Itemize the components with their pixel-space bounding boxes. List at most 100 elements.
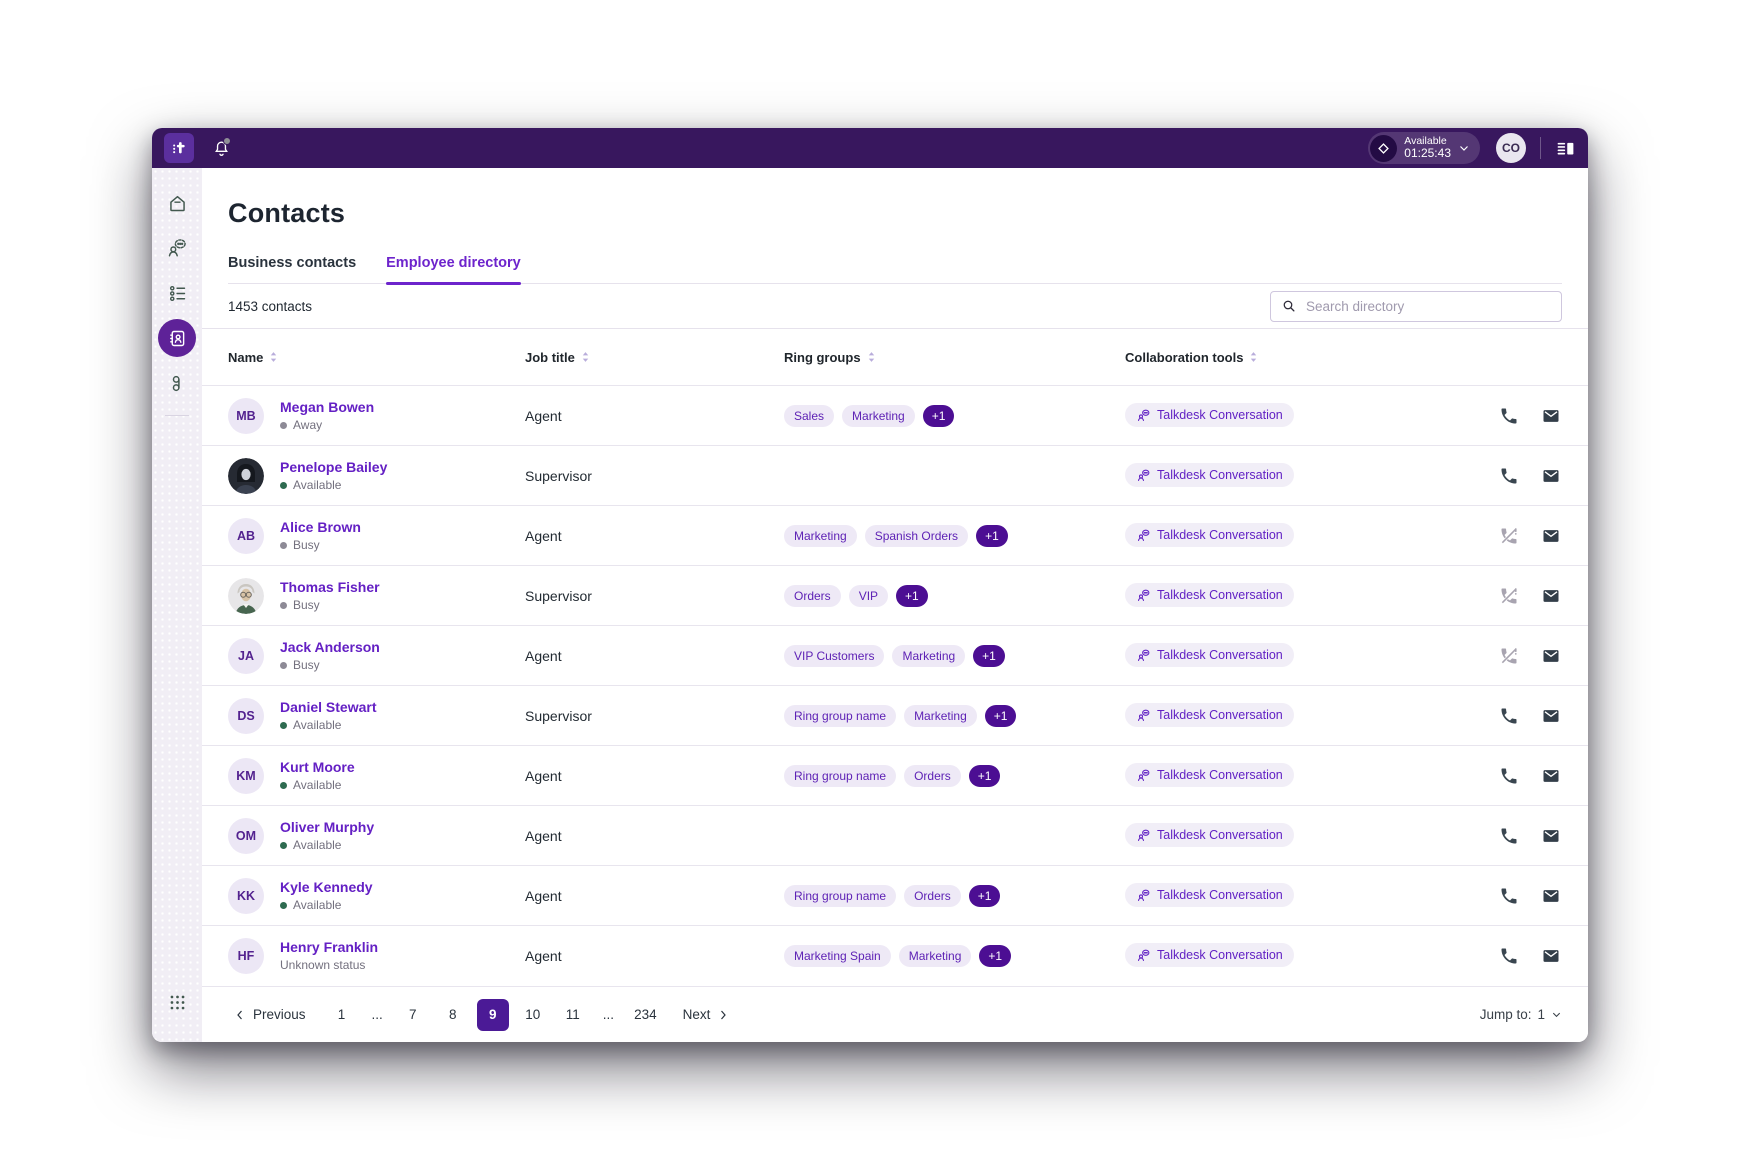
user-avatar[interactable]: CO	[1496, 133, 1526, 163]
column-header-ring-groups[interactable]: Ring groups	[784, 350, 1125, 365]
mail-icon	[1543, 409, 1559, 422]
agent-status-selector[interactable]: Available 01:25:43	[1368, 132, 1480, 164]
contact-name-link[interactable]: Daniel Stewart	[280, 699, 377, 715]
phone-icon	[1501, 888, 1517, 903]
jump-to-page-select[interactable]: Jump to: 1	[1480, 1007, 1562, 1022]
column-header-collaboration-tools[interactable]: Collaboration tools	[1125, 350, 1440, 365]
sidebar-item-home[interactable]	[158, 184, 196, 222]
ring-group-pill: Marketing	[898, 944, 972, 967]
search-input[interactable]	[1306, 298, 1551, 314]
notifications-button[interactable]	[210, 137, 232, 159]
email-button[interactable]	[1540, 705, 1562, 727]
table-row[interactable]: AB Alice Brown Busy Agent Marketing Spani…	[202, 505, 1588, 565]
page-button-10[interactable]: 10	[525, 1007, 541, 1022]
table-row[interactable]: JA Jack Anderson Busy Agent VIP Customer…	[202, 625, 1588, 685]
more-ring-groups-badge[interactable]: +1	[984, 704, 1017, 727]
more-ring-groups-badge[interactable]: +1	[968, 764, 1001, 787]
contact-photo	[228, 457, 264, 494]
sidebar-item-contacts[interactable]	[158, 319, 196, 357]
page-button-7[interactable]: 7	[409, 1007, 417, 1022]
avatar: HF	[228, 937, 264, 974]
table-row[interactable]: OM Oliver Murphy Available Agent	[202, 805, 1588, 865]
talkdesk-logo[interactable]	[164, 133, 194, 163]
call-button[interactable]	[1498, 465, 1520, 487]
more-ring-groups-badge[interactable]: +1	[979, 944, 1012, 967]
talkdesk-conversation-pill[interactable]: Talkdesk Conversation	[1125, 943, 1294, 968]
status-dot	[280, 421, 287, 429]
email-button[interactable]	[1540, 885, 1562, 907]
table-row[interactable]: Penelope Bailey Available Supervisor	[202, 445, 1588, 505]
avatar: JA	[228, 637, 264, 674]
page-button-11[interactable]: 11	[565, 1007, 580, 1022]
call-button[interactable]	[1498, 705, 1520, 727]
talkdesk-conversation-pill[interactable]: Talkdesk Conversation	[1125, 883, 1294, 908]
email-button[interactable]	[1540, 765, 1562, 787]
sidebar-item-apps-waffle[interactable]	[158, 983, 196, 1021]
table-row[interactable]: Thomas Fisher Busy Supervisor Orders VIP +…	[202, 565, 1588, 625]
mail-icon	[1543, 709, 1559, 722]
talkdesk-conversation-pill[interactable]: Talkdesk Conversation	[1125, 643, 1294, 668]
contact-name-link[interactable]: Kurt Moore	[280, 759, 355, 775]
column-header-job-title[interactable]: Job title	[525, 350, 784, 365]
talkdesk-conversation-pill[interactable]: Talkdesk Conversation	[1125, 463, 1294, 488]
call-button[interactable]	[1498, 765, 1520, 787]
more-ring-groups-badge[interactable]: +1	[968, 884, 1001, 907]
sidebar-item-conversations[interactable]	[158, 229, 196, 267]
contact-name-link[interactable]: Thomas Fisher	[280, 579, 380, 595]
contact-name-link[interactable]: Oliver Murphy	[280, 819, 375, 835]
more-ring-groups-badge[interactable]: +1	[976, 524, 1008, 547]
more-ring-groups-badge[interactable]: +1	[922, 404, 955, 427]
contact-name-link[interactable]: Henry Franklin	[280, 939, 379, 955]
email-button[interactable]	[1540, 645, 1562, 667]
call-button[interactable]	[1498, 945, 1520, 967]
ring-group-pill: Marketing	[892, 644, 966, 667]
call-button[interactable]	[1498, 885, 1520, 907]
call-button[interactable]	[1498, 825, 1520, 847]
previous-page-button[interactable]: Previous	[228, 999, 312, 1031]
contact-name-link[interactable]: Jack Anderson	[280, 639, 380, 655]
job-title: Supervisor	[525, 587, 592, 604]
email-button[interactable]	[1540, 945, 1562, 967]
talkdesk-conversation-pill[interactable]: Talkdesk Conversation	[1125, 583, 1294, 608]
email-button[interactable]	[1540, 585, 1562, 607]
table-row[interactable]: KM Kurt Moore Available Agent Ring group…	[202, 745, 1588, 805]
page-button-9[interactable]: 9	[476, 998, 509, 1031]
contact-name-link[interactable]: Alice Brown	[280, 519, 361, 535]
contact-name-link[interactable]: Megan Bowen	[280, 399, 375, 415]
table-row[interactable]: HF Henry Franklin Unknown status Agent M…	[202, 925, 1588, 985]
contact-name-link[interactable]: Penelope Bailey	[280, 459, 388, 475]
talkdesk-conversation-pill[interactable]: Talkdesk Conversation	[1125, 823, 1294, 848]
talkdesk-conversation-pill[interactable]: Talkdesk Conversation	[1125, 403, 1294, 428]
call-button[interactable]	[1498, 405, 1520, 427]
column-header-name[interactable]: Name	[228, 350, 525, 365]
search-box[interactable]	[1270, 290, 1562, 322]
talkdesk-conversation-pill[interactable]: Talkdesk Conversation	[1125, 763, 1294, 788]
email-button[interactable]	[1540, 465, 1562, 487]
next-page-button[interactable]: Next	[677, 999, 736, 1031]
page-button-234[interactable]: 234	[634, 1007, 657, 1022]
search-icon	[1283, 300, 1295, 312]
tab-employee-directory[interactable]: Employee directory	[386, 255, 521, 285]
table-row[interactable]: MB Megan Bowen Away Agent Sales Marketing…	[202, 385, 1588, 445]
talkdesk-conversation-pill[interactable]: Talkdesk Conversation	[1125, 703, 1294, 728]
job-title: Agent	[525, 407, 562, 424]
email-button[interactable]	[1540, 405, 1562, 427]
sidebar-item-activity-list[interactable]	[158, 274, 196, 312]
contact-name-link[interactable]: Kyle Kennedy	[280, 879, 373, 895]
table-row[interactable]: DS Daniel Stewart Available Supervisor R…	[202, 685, 1588, 745]
page-button-1[interactable]: 1	[337, 1007, 346, 1022]
email-button[interactable]	[1540, 825, 1562, 847]
chevron-right-icon	[721, 1010, 727, 1019]
more-ring-groups-badge[interactable]: +1	[973, 644, 1005, 667]
more-ring-groups-badge[interactable]: +1	[896, 584, 928, 607]
table-row[interactable]: KK Kyle Kennedy Available Agent Ring gro…	[202, 865, 1588, 925]
avatar: DS	[228, 697, 264, 734]
sidebar-item-voicemail[interactable]	[158, 364, 196, 402]
talkdesk-conversation-pill[interactable]: Talkdesk Conversation	[1125, 523, 1294, 548]
email-button[interactable]	[1540, 525, 1562, 547]
sidebar-divider	[165, 415, 189, 416]
status-timer: 01:25:43	[1404, 146, 1451, 161]
tab-business-contacts[interactable]: Business contacts	[228, 255, 357, 271]
apps-panel-icon[interactable]	[1555, 138, 1576, 159]
page-button-8[interactable]: 8	[449, 1007, 457, 1022]
